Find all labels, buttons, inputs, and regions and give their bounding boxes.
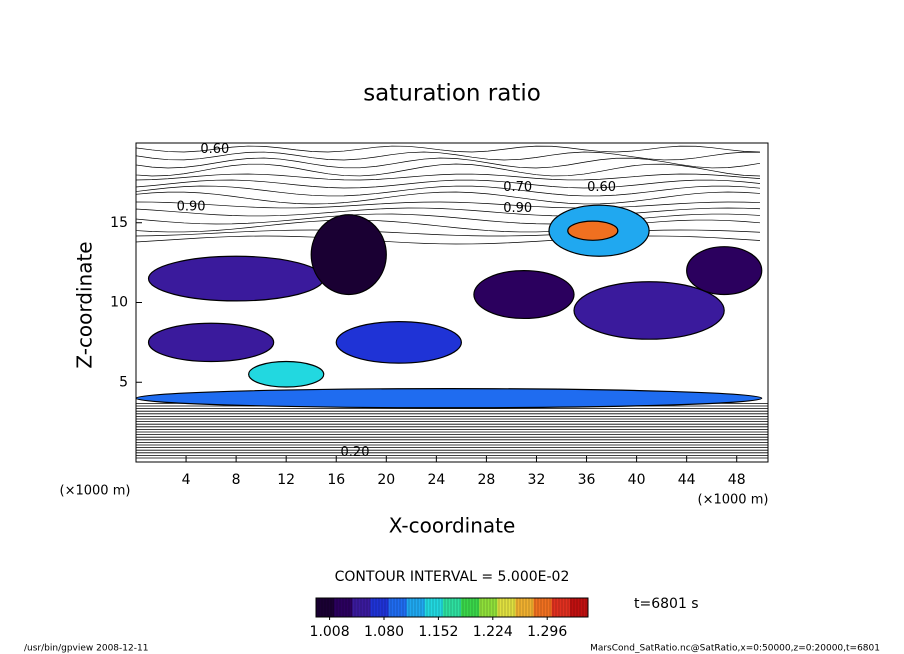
colorbar-cell — [551, 598, 571, 617]
plot-area: 0.60 0.90 0.70 0.90 0.60 0.20 — [135, 142, 768, 460]
contour-line — [135, 145, 761, 153]
x-axis-label: X-coordinate — [389, 514, 516, 538]
contour-line — [135, 191, 761, 205]
y-tick-label: 10 — [110, 295, 128, 311]
contour-line — [135, 201, 761, 209]
footer-left: /usr/bin/gpview 2008-12-11 — [24, 644, 148, 654]
contour-label: 0.90 — [503, 201, 532, 216]
colorbar-tick-label: 1.152 — [418, 624, 458, 640]
contour-line — [135, 229, 761, 237]
x-tick-label: 16 — [327, 472, 345, 488]
contour-line — [135, 157, 761, 169]
y-unit-label: (×1000 m) — [60, 484, 131, 499]
colorbar-cell — [388, 598, 408, 617]
contour-label: 0.60 — [200, 142, 229, 157]
x-tick-label: 32 — [528, 472, 546, 488]
x-tick-label: 36 — [578, 472, 596, 488]
x-tick-label: 8 — [232, 472, 241, 488]
x-tick-label: 40 — [628, 472, 646, 488]
colorbar-cell — [316, 598, 335, 617]
contour-line — [135, 179, 761, 189]
x-tick-label: 28 — [478, 472, 496, 488]
field-region — [335, 321, 462, 364]
x-tick-label: 48 — [728, 472, 746, 488]
x-tick-label: 44 — [678, 472, 696, 488]
colorbar-cell — [406, 598, 426, 617]
colorbar-cell — [424, 598, 444, 617]
colorbar-tick-label: 1.008 — [310, 624, 350, 640]
colorbar-cell — [515, 598, 535, 617]
contour-label: 0.70 — [503, 180, 532, 195]
field-region — [473, 270, 575, 320]
x-tick-label: 4 — [182, 472, 191, 488]
field-region — [567, 220, 619, 241]
colorbar-tick-label: 1.296 — [527, 624, 567, 640]
y-tick-label: 5 — [119, 374, 128, 390]
colorbar-cell — [533, 598, 553, 617]
contour-label: 0.20 — [341, 445, 370, 460]
contour-interval: CONTOUR INTERVAL = 5.000E-02 — [335, 569, 570, 585]
x-tick-label: 20 — [377, 472, 395, 488]
contour-line — [135, 213, 761, 225]
x-tick-label: 24 — [427, 472, 445, 488]
colorbar-cell — [334, 598, 353, 617]
field-region — [147, 322, 275, 363]
field-region — [147, 255, 325, 302]
contour-label: 0.60 — [587, 180, 616, 195]
contour-line — [135, 235, 761, 245]
field-region — [686, 246, 763, 296]
colorbar-cell — [461, 598, 480, 617]
contour-label: 0.90 — [177, 199, 206, 214]
x-unit-label: (×1000 m) — [698, 493, 769, 508]
field-region — [310, 214, 387, 296]
field-region — [573, 281, 725, 340]
contour-line — [135, 185, 761, 197]
colorbar-cell — [370, 598, 390, 617]
y-axis-label: Z-coordinate — [73, 241, 97, 368]
colorbar-cell — [569, 598, 589, 617]
chart-title: saturation ratio — [363, 81, 541, 107]
colorbar-cell — [497, 598, 516, 617]
colorbar-frame — [315, 597, 589, 618]
contour-line — [135, 151, 761, 161]
colorbar-cell — [479, 598, 498, 617]
field-region — [248, 360, 325, 388]
colorbar-cell — [352, 598, 371, 617]
colorbar-tick-label: 1.080 — [364, 624, 404, 640]
y-tick-label: 15 — [110, 215, 128, 231]
contour-line — [135, 207, 761, 217]
contour-line — [135, 219, 761, 233]
contour-line — [135, 173, 761, 181]
colorbar-cell — [442, 598, 462, 617]
contour-line — [135, 163, 761, 177]
time-label: t=6801 s — [634, 596, 699, 612]
footer-right: MarsCond_SatRatio.nc@SatRatio,x=0:50000,… — [590, 644, 880, 654]
x-tick-label: 12 — [277, 472, 295, 488]
colorbar-tick-label: 1.224 — [473, 624, 513, 640]
field-region — [135, 388, 763, 409]
